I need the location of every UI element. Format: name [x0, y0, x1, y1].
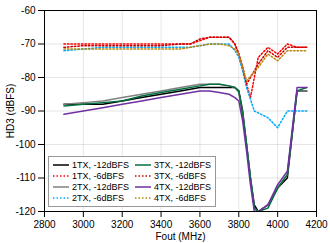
- svg-text:-90: -90: [21, 105, 36, 116]
- html-text:4TX, -6dBFS: 4TX, -6dBFS: [154, 193, 207, 203]
- svg-text:-120: -120: [15, 206, 35, 217]
- html-text:1TX, -6dBFS: 1TX, -6dBFS: [72, 171, 124, 181]
- svg-text:4200: 4200: [305, 219, 328, 230]
- svg-text:Fout (MHz): Fout (MHz): [156, 231, 206, 242]
- svg-text:2800: 2800: [33, 219, 56, 230]
- html-text:3TX, -12dBFS: 3TX, -12dBFS: [154, 160, 212, 170]
- svg-text:3600: 3600: [189, 219, 212, 230]
- svg-text:HD3 (dBFS): HD3 (dBFS): [5, 84, 16, 138]
- svg-text:-100: -100: [15, 139, 35, 150]
- svg-text:3800: 3800: [228, 219, 251, 230]
- svg-text:-80: -80: [21, 72, 36, 83]
- html-text:4TX, -12dBFS: 4TX, -12dBFS: [154, 182, 212, 192]
- svg-text:3000: 3000: [72, 219, 95, 230]
- svg-text:3400: 3400: [150, 219, 173, 230]
- svg-text:-70: -70: [21, 38, 36, 49]
- html-text:2TX, -12dBFS: 2TX, -12dBFS: [72, 182, 129, 192]
- html-text:1TX, -12dBFS: 1TX, -12dBFS: [72, 160, 129, 170]
- svg-text:-110: -110: [16, 172, 36, 183]
- svg-text:3200: 3200: [111, 219, 134, 230]
- html-text:3TX, -6dBFS: 3TX, -6dBFS: [154, 171, 207, 181]
- html-text:2TX, -6dBFS: 2TX, -6dBFS: [72, 193, 124, 203]
- svg-text:-60: -60: [21, 5, 36, 16]
- svg-text:4000: 4000: [267, 219, 290, 230]
